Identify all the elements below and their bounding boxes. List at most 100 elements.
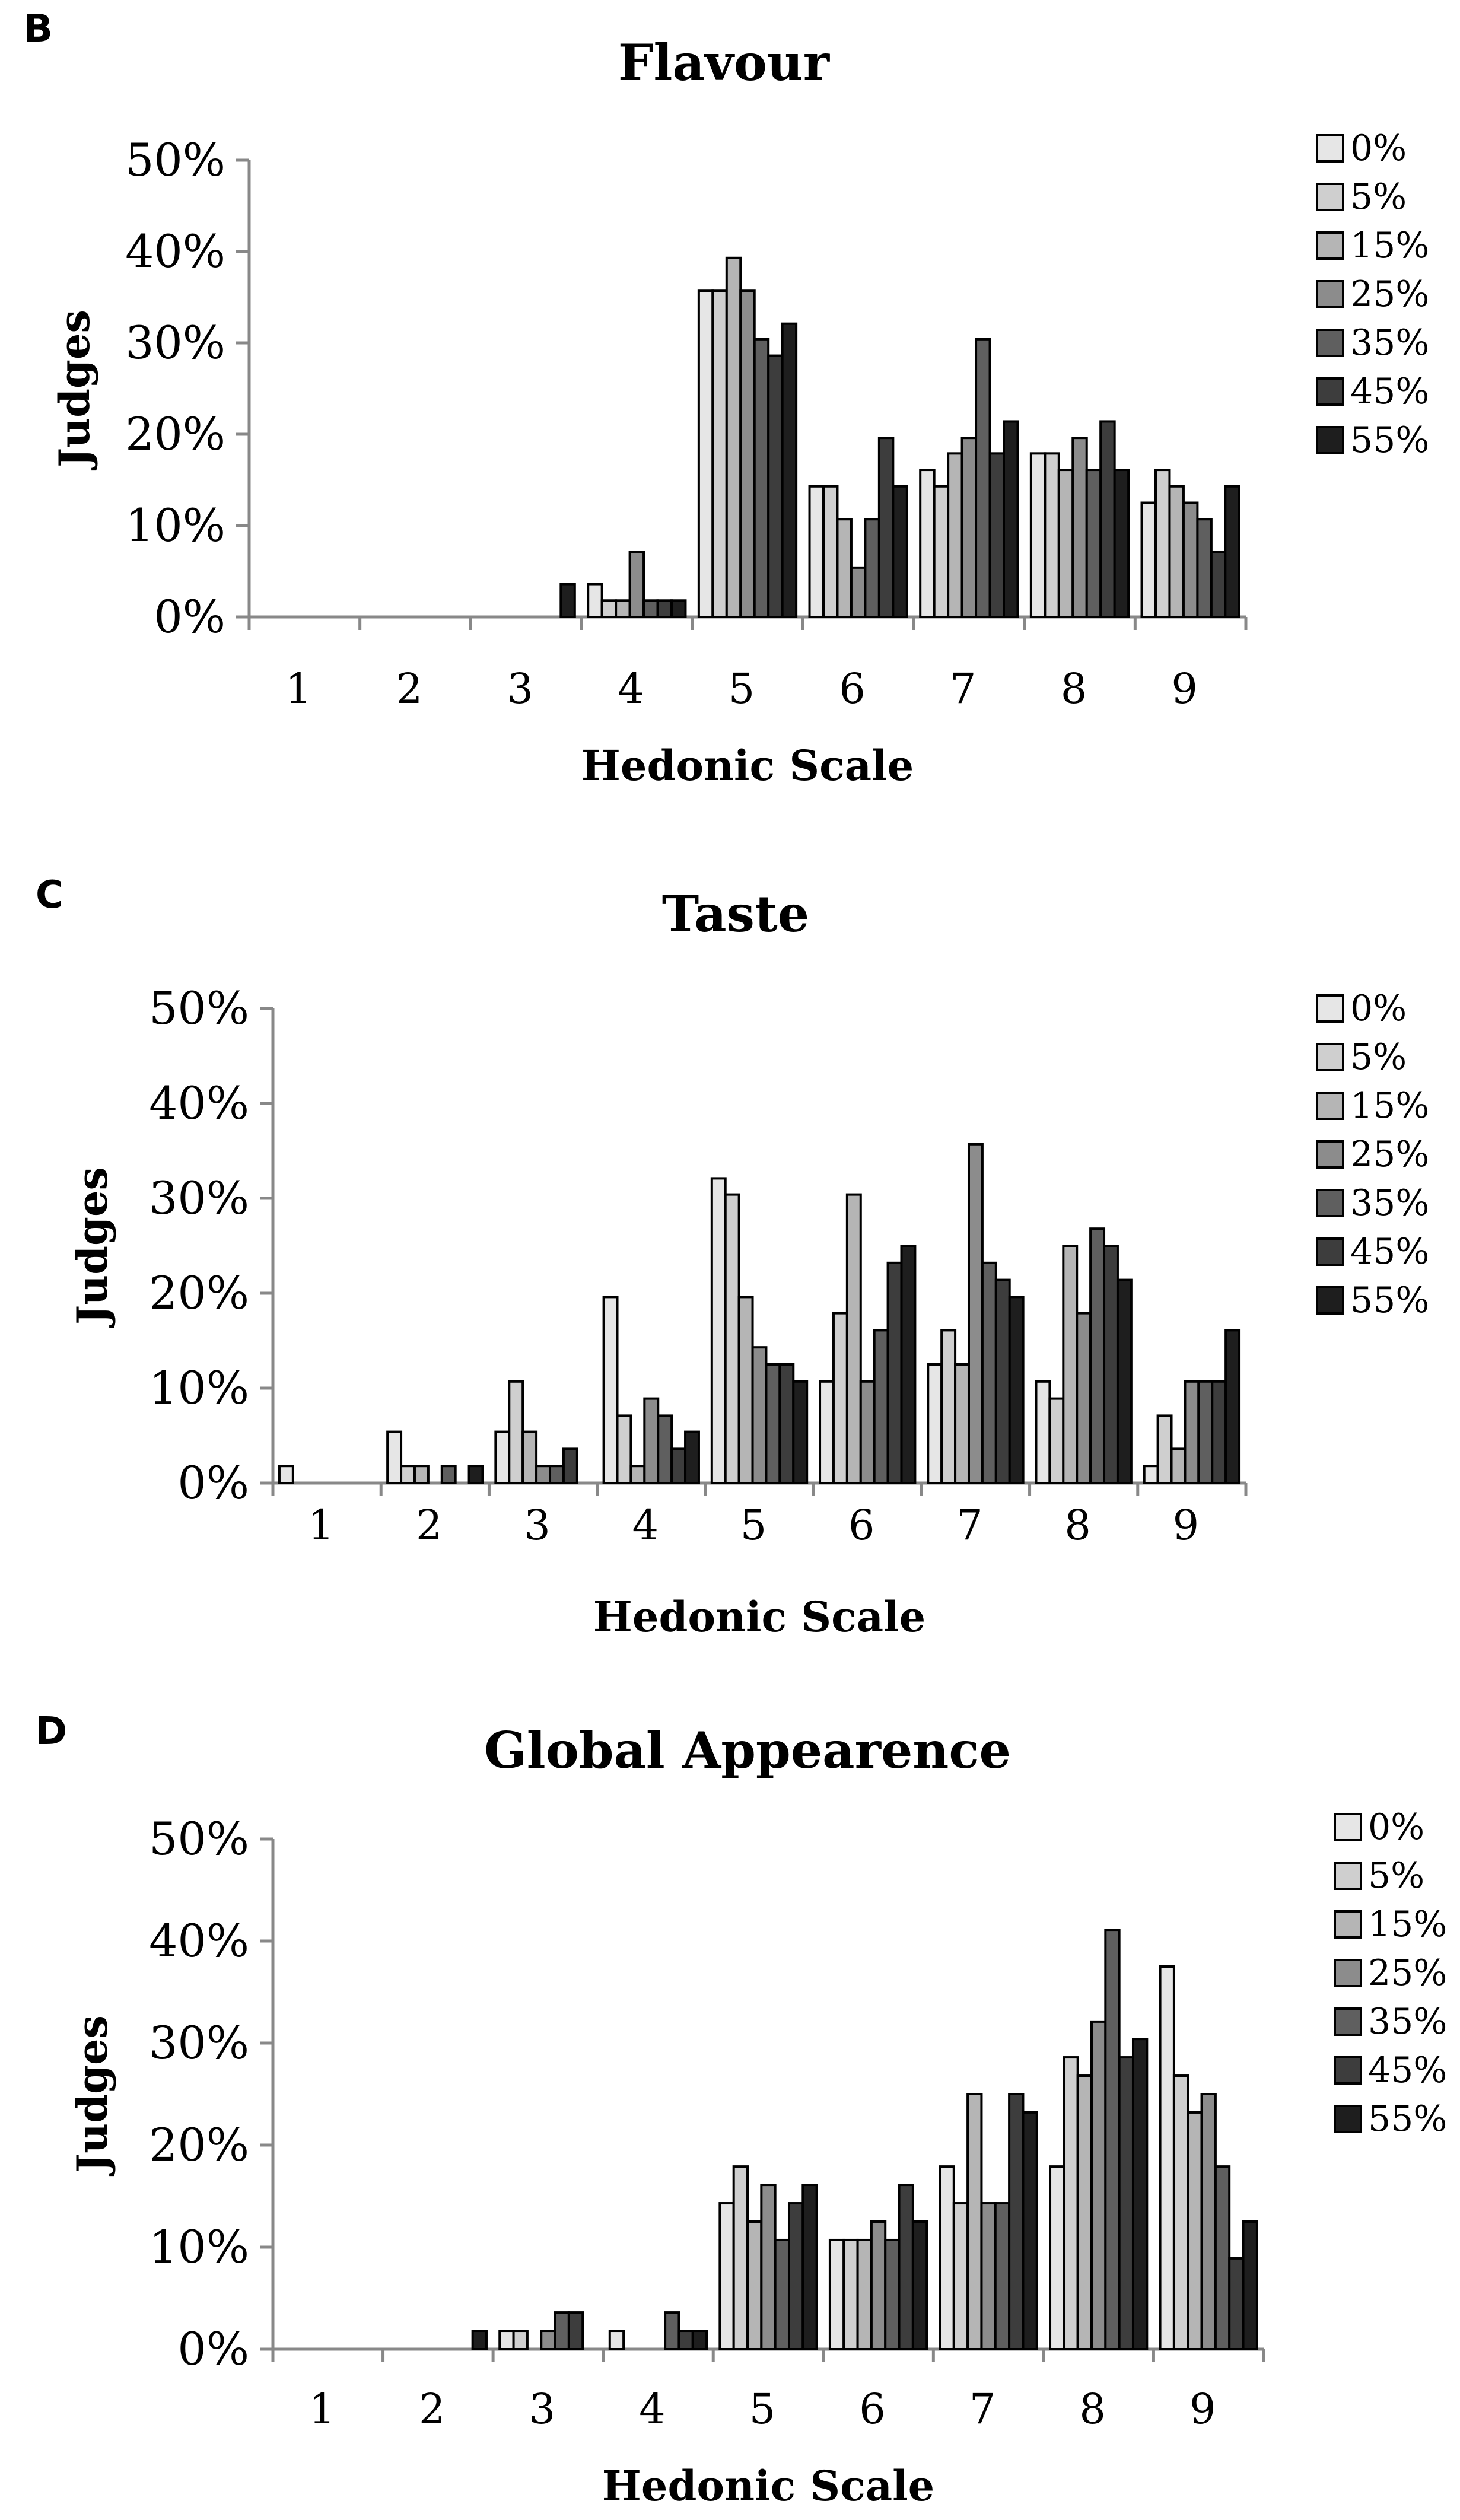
legend-swatch [1334,1813,1362,1841]
x-axis-label: Hedonic Scale [581,741,914,790]
bar-0pct-6 [819,1380,835,1485]
x-tick-label: 1 [308,1501,335,1549]
bar-15pct-8 [1057,469,1074,618]
bar-15pct-2 [413,1465,430,1484]
x-tick-label: 2 [419,2385,446,2433]
bar-35pct-5 [753,338,770,619]
x-tick-label: 7 [956,1501,983,1549]
bar-35pct-9 [1196,518,1213,618]
legend-swatch [1316,994,1344,1023]
bar-45pct-4 [677,2330,694,2351]
bar-45pct-6 [877,437,895,618]
bar-55pct-8 [1116,1278,1133,1485]
bar-35pct-8 [1085,469,1102,618]
bar-0pct-5 [710,1177,727,1484]
bar-5pct-5 [732,2165,749,2351]
x-tick-label: 5 [729,664,755,713]
x-tick-label: 3 [529,2385,556,2433]
bar-35pct-7 [994,2202,1011,2351]
bar-35pct-3 [554,2311,570,2351]
bar-15pct-9 [1168,485,1185,619]
bar-5pct-7 [933,485,950,619]
bar-35pct-9 [1197,1380,1214,1485]
y-tick-label: 10% [125,499,225,552]
bar-35pct-5 [774,2238,790,2350]
bar-25pct-9 [1184,1380,1200,1485]
bar-5pct-8 [1044,452,1060,619]
bar-45pct-5 [778,1363,795,1484]
bar-25pct-4 [643,1397,660,1485]
bar-35pct-8 [1089,1227,1106,1484]
bar-15pct-9 [1187,2111,1203,2350]
legend-swatch [1334,1959,1362,1987]
bar-0pct-4 [587,583,603,618]
legend-swatch [1316,426,1344,454]
legend-swatch [1316,1043,1344,1071]
legend-swatch [1316,1092,1344,1120]
bar-45pct-8 [1103,1245,1119,1484]
bar-0pct-3 [498,2330,515,2351]
bar-5pct-7 [952,2202,969,2351]
bar-45pct-3 [567,2311,584,2351]
bar-55pct-6 [892,485,908,619]
bar-45pct-8 [1118,2056,1134,2351]
panel-label: C [36,873,63,917]
y-tick-label: 0% [177,1456,249,1509]
legend-label: 55% [1350,419,1429,461]
x-tick-label: 7 [950,664,976,713]
legend-label: 15% [1368,1904,1447,1945]
legend-label: 0% [1350,988,1407,1029]
bar-15pct-5 [737,1296,754,1484]
bar-0pct-5 [697,289,714,619]
bar-35pct-6 [884,2238,901,2350]
bar-25pct-6 [850,566,867,619]
y-tick-label: 40% [149,1077,249,1129]
chart-title: Global Appearence [484,1721,1011,1780]
bar-35pct-7 [975,338,991,619]
bar-15pct-9 [1170,1447,1187,1484]
chart-title: Flavour [618,33,831,92]
bar-45pct-9 [1228,2257,1245,2350]
bar-15pct-8 [1076,2074,1093,2351]
legend-swatch [1316,1140,1344,1169]
bar-0pct-4 [602,1296,619,1484]
y-axis-label: Judges [50,310,99,471]
bar-35pct-5 [765,1363,781,1484]
bar-0pct-8 [1035,1380,1051,1485]
bar-25pct-5 [751,1346,768,1484]
bar-0pct-5 [718,2202,735,2351]
bar-25pct-9 [1182,501,1199,618]
y-tick-label: 50% [125,133,225,186]
legend-swatch [1334,1862,1362,1890]
bar-15pct-6 [845,1193,862,1484]
bar-25pct-7 [960,437,978,618]
bar-0pct-8 [1049,2165,1065,2351]
bar-0pct-1 [278,1465,294,1484]
legend-label: 5% [1368,1855,1424,1897]
y-tick-label: 10% [149,1361,249,1414]
bar-55pct-7 [1022,2111,1038,2350]
x-tick-label: 8 [1064,1501,1091,1549]
bar-25pct-7 [980,2202,997,2351]
bar-55pct-6 [911,2220,928,2350]
legend-label: 45% [1350,371,1429,412]
x-tick-label: 2 [396,664,423,713]
legend-swatch [1316,231,1344,260]
bar-15pct-5 [746,2220,763,2350]
bar-5pct-8 [1063,2056,1079,2351]
chart-B: B Flavour 0% 10% 20% 30% 40% 50% 1 2 3 4 5 6 7 8 9 Hedoni… [24,7,1429,790]
legend-swatch [1334,2056,1362,2085]
bar-0pct-3 [494,1430,511,1485]
bar-0pct-7 [919,469,936,618]
bar-5pct-7 [940,1329,957,1484]
bar-5pct-6 [842,2238,859,2350]
legend: 0% 5% 15% 25% 35% 45% 55% [1316,988,1429,1321]
bar-55pct-8 [1113,469,1130,618]
bar-25pct-3 [535,1465,552,1484]
x-tick-label: 9 [1173,1501,1200,1549]
bar-55pct-6 [900,1245,917,1484]
bar-5pct-4 [600,599,618,619]
bar-55pct-8 [1131,2038,1149,2351]
y-tick-label: 50% [149,1812,249,1865]
